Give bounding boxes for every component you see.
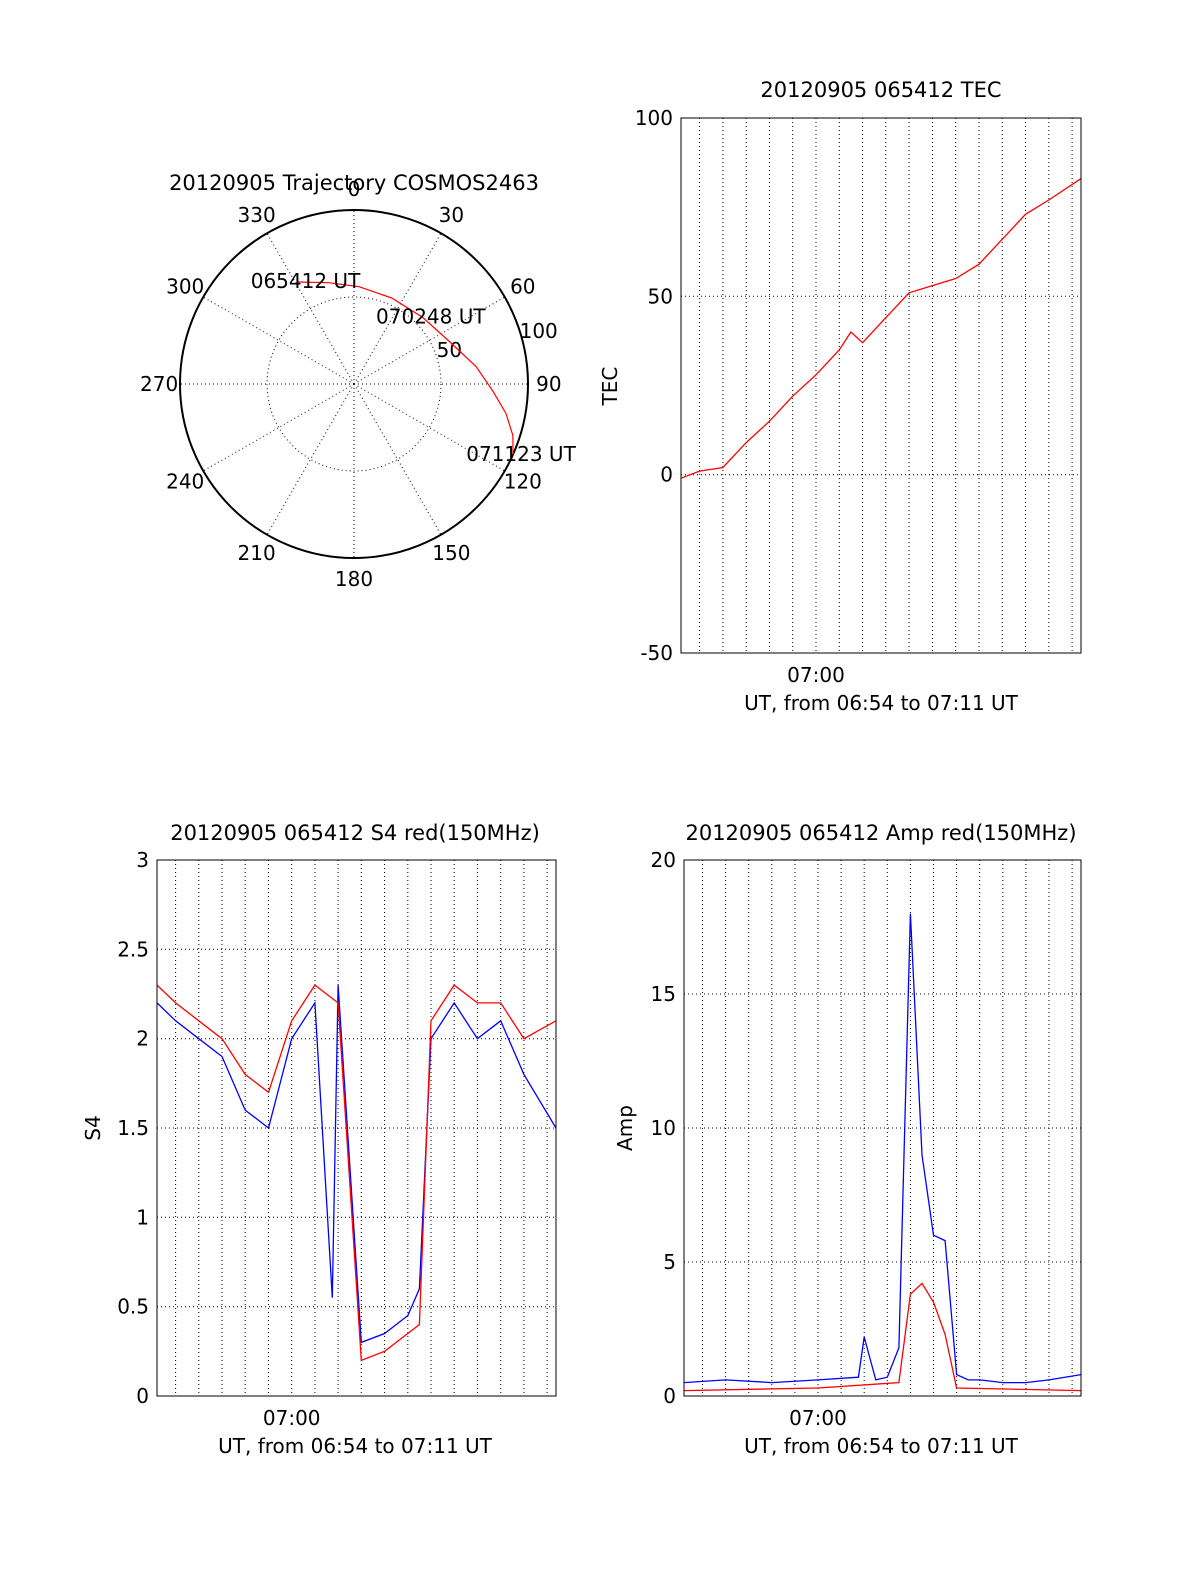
polar-series	[297, 281, 514, 455]
trajectory-annotation: 070248 UT	[376, 305, 486, 329]
amp-xlabel: UT, from 06:54 to 07:11 UT	[744, 1434, 1019, 1458]
polar-angle-label: 270	[140, 372, 178, 396]
s4-title: 20120905 065412 S4 red(150MHz)	[170, 821, 540, 845]
polar-spoke	[266, 233, 355, 385]
y-tick-label: 0.5	[117, 1295, 149, 1319]
polar-angle-labels: 0 30 60 90 120 150 180 210 240 270 300 330	[140, 177, 562, 591]
y-tick-label: 5	[663, 1250, 676, 1274]
trajectory-annotation: 071123 UT	[466, 442, 576, 466]
tec-ylabel: TEC	[598, 367, 622, 407]
polar-angle-label: 210	[238, 541, 276, 565]
polar-angle-label: 150	[432, 541, 470, 565]
series-line	[684, 913, 1081, 1384]
polar-spoke	[203, 296, 355, 385]
tec-panel: 20120905 065412 TEC 100 50 0 -50 07:00 UT, f…	[598, 78, 1082, 715]
tec-xlabel: UT, from 06:54 to 07:11 UT	[744, 691, 1019, 715]
polar-spoke	[266, 383, 355, 535]
tec-plot-area: 100 50 0 -50 07:00	[635, 106, 1082, 687]
y-tick-label: 2	[136, 1027, 149, 1051]
polar-grid	[180, 210, 528, 558]
x-tick-label: 07:00	[787, 663, 845, 687]
y-tick-label: 0	[136, 1384, 149, 1408]
y-tick-label: -50	[640, 641, 673, 665]
tec-title: 20120905 065412 TEC	[760, 78, 1001, 102]
polar-outer-ring	[179, 209, 529, 559]
series-line	[684, 1282, 1081, 1392]
s4-panel: 20120905 065412 S4 red(150MHz) 3 2.5 2 1.5 1…	[81, 821, 557, 1458]
polar-radial-label: 100	[520, 319, 558, 343]
trajectory-line	[297, 281, 514, 455]
polar-annotations: 065412 UT 070248 UT 071123 UT	[251, 269, 577, 466]
polar-ring-50	[266, 296, 442, 472]
s4-plot-area: 3 2.5 2 1.5 1 0.5 0 07:00	[117, 848, 557, 1430]
y-tick-label: 3	[136, 848, 149, 872]
y-tick-label: 20	[651, 848, 676, 872]
polar-angle-label: 30	[439, 203, 464, 227]
polar-angle-label: 0	[348, 177, 361, 201]
amp-ylabel: Amp	[613, 1105, 637, 1151]
s4-ylabel: S4	[81, 1115, 105, 1140]
y-tick-label: 15	[651, 982, 676, 1006]
y-tick-label: 100	[635, 106, 673, 130]
polar-angle-label: 240	[166, 469, 204, 493]
y-tick-label: 0	[660, 463, 673, 487]
y-tick-label: 10	[651, 1116, 676, 1140]
polar-angle-label: 330	[238, 203, 276, 227]
polar-angle-label: 180	[335, 567, 373, 591]
s4-xlabel: UT, from 06:54 to 07:11 UT	[218, 1434, 493, 1458]
series-line	[157, 985, 556, 1344]
y-tick-label: 1.5	[117, 1116, 149, 1140]
plot-frame	[680, 117, 1082, 654]
x-tick-label: 07:00	[263, 1406, 321, 1430]
polar-angle-label: 60	[510, 275, 535, 299]
polar-angle-label: 90	[536, 372, 561, 396]
amp-plot-area: 20 15 10 5 0 07:00	[651, 848, 1082, 1430]
y-tick-label: 50	[648, 284, 673, 308]
plot-frame	[683, 859, 1082, 1397]
trajectory-title: 20120905 Trajectory COSMOS2463	[169, 171, 539, 195]
series-line	[157, 984, 556, 1362]
y-tick-label: 2.5	[117, 937, 149, 961]
amp-panel: 20120905 065412 Amp red(150MHz) 20 15 10 5 0…	[613, 821, 1082, 1458]
x-tick-label: 07:00	[789, 1406, 847, 1430]
polar-angle-label: 120	[504, 469, 542, 493]
polar-spoke	[203, 383, 355, 472]
polar-spoke	[353, 383, 442, 535]
trajectory-panel: 20120905 Trajectory COSMOS2463 0 30 60 90 12…	[140, 171, 577, 591]
plot-frame	[156, 859, 557, 1397]
y-tick-label: 1	[136, 1205, 149, 1229]
y-tick-label: 0	[663, 1384, 676, 1408]
trajectory-annotation: 065412 UT	[251, 269, 361, 293]
amp-title: 20120905 065412 Amp red(150MHz)	[685, 821, 1076, 845]
polar-angle-label: 300	[166, 275, 204, 299]
series-line	[681, 178, 1081, 479]
